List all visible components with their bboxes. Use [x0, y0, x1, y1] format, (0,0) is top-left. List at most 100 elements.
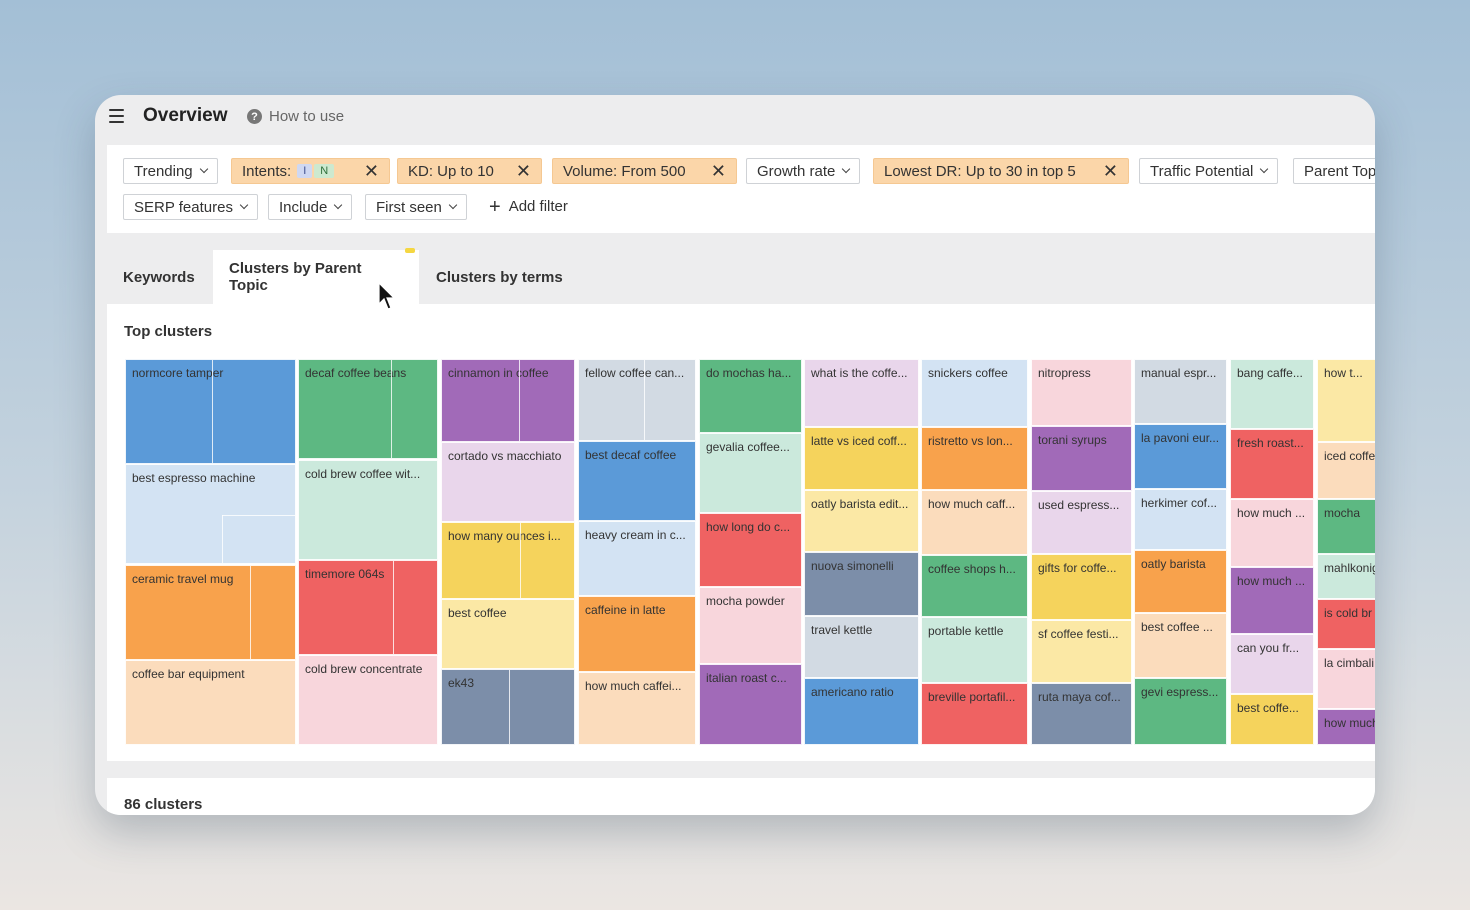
cluster-label: snickers coffee	[928, 366, 1008, 380]
cluster-tile[interactable]: latte vs iced coff...	[804, 427, 919, 490]
cluster-tile[interactable]: gevi espress...	[1134, 678, 1227, 745]
tab-clusters-by-parent-topic[interactable]: Clusters by Parent Topic	[213, 248, 419, 304]
how-to-use-link[interactable]: ? How to use	[247, 108, 344, 125]
cluster-tile[interactable]: normcore tamper	[125, 359, 296, 464]
cluster-tile[interactable]: cold brew concentrate	[298, 655, 438, 745]
parent-topic-filter[interactable]: Parent Top	[1293, 158, 1375, 184]
cluster-tile[interactable]: ristretto vs lon...	[921, 427, 1028, 490]
first-seen-filter[interactable]: First seen	[365, 194, 467, 220]
cluster-tile[interactable]: caffeine in latte	[578, 596, 696, 672]
cluster-tile[interactable]: herkimer cof...	[1134, 489, 1227, 550]
cluster-tile[interactable]: how long do c...	[699, 513, 802, 587]
tab-clusters-by-terms[interactable]: Clusters by terms	[436, 250, 563, 304]
cluster-tile[interactable]: mocha powder	[699, 587, 802, 664]
cluster-tile[interactable]: cortado vs macchiato	[441, 442, 575, 522]
volume-label: Volume: From 500	[563, 162, 686, 180]
add-filter-button[interactable]: + Add filter	[489, 197, 568, 217]
cluster-tile[interactable]: la cimbali	[1317, 649, 1375, 709]
remove-lowest-dr-icon[interactable]: ✕	[1102, 160, 1118, 181]
tile-divider	[519, 360, 520, 441]
cluster-tile[interactable]: how many ounces i...	[441, 522, 575, 599]
cluster-tile[interactable]: oatly barista	[1134, 550, 1227, 613]
cluster-tile[interactable]: fellow coffee can...	[578, 359, 696, 441]
intent-n-badge: N	[314, 164, 335, 178]
cluster-label: travel kettle	[811, 623, 873, 637]
cluster-tile[interactable]: how much	[1317, 709, 1375, 745]
cluster-tile[interactable]: best coffe...	[1230, 694, 1314, 745]
cluster-tile[interactable]: portable kettle	[921, 617, 1028, 683]
cluster-tile[interactable]: travel kettle	[804, 616, 919, 678]
cluster-tile[interactable]: what is the coffe...	[804, 359, 919, 427]
cluster-tile[interactable]: la pavoni eur...	[1134, 424, 1227, 489]
cluster-tile[interactable]: best coffee ...	[1134, 613, 1227, 678]
cluster-tile[interactable]: breville portafil...	[921, 683, 1028, 745]
cluster-tile[interactable]: timemore 064s	[298, 560, 438, 655]
cluster-tile[interactable]: is cold br	[1317, 599, 1375, 649]
menu-icon[interactable]	[109, 109, 124, 123]
cluster-tile[interactable]: fresh roast...	[1230, 429, 1314, 499]
cluster-tile[interactable]: used espress...	[1031, 491, 1132, 554]
cluster-tile[interactable]: italian roast c...	[699, 664, 802, 745]
cluster-tile[interactable]: best decaf coffee	[578, 441, 696, 521]
cluster-tile[interactable]: can you fr...	[1230, 634, 1314, 694]
cluster-tile[interactable]: how much caff...	[921, 490, 1028, 555]
cluster-tile[interactable]: sf coffee festi...	[1031, 620, 1132, 683]
remove-kd-icon[interactable]: ✕	[515, 160, 531, 181]
cluster-tile[interactable]: torani syrups	[1031, 426, 1132, 491]
cluster-tile[interactable]: coffee shops h...	[921, 555, 1028, 617]
cluster-tile[interactable]: ek43	[441, 669, 575, 745]
cluster-tile[interactable]: gevalia coffee...	[699, 433, 802, 513]
include-filter[interactable]: Include	[268, 194, 353, 220]
cluster-tile[interactable]: do mochas ha...	[699, 359, 802, 433]
cluster-label: mahlkonig	[1324, 561, 1375, 575]
lowest-dr-filter[interactable]: Lowest DR: Up to 30 in top 5 ✕	[873, 158, 1129, 184]
cluster-label: nuova simonelli	[811, 559, 894, 573]
cluster-tile[interactable]: gifts for coffe...	[1031, 554, 1132, 620]
serp-features-filter[interactable]: SERP features	[123, 194, 258, 220]
intent-i-badge: I	[297, 164, 313, 178]
cluster-tile[interactable]: americano ratio	[804, 678, 919, 745]
cluster-tile[interactable]: nitropress	[1031, 359, 1132, 426]
cluster-tile[interactable]: snickers coffee	[921, 359, 1028, 427]
cluster-tile[interactable]: best coffee	[441, 599, 575, 669]
kd-filter[interactable]: KD: Up to 10 ✕	[397, 158, 542, 184]
cluster-tile[interactable]: how much ...	[1230, 567, 1314, 634]
cluster-label: fellow coffee can...	[585, 366, 685, 380]
remove-intents-icon[interactable]: ✕	[363, 160, 379, 181]
intents-filter[interactable]: Intents: I N ✕	[231, 158, 390, 184]
cluster-tile[interactable]: cinnamon in coffee	[441, 359, 575, 442]
cluster-tile[interactable]: best espresso machine	[125, 464, 296, 564]
growth-rate-label: Growth rate	[757, 162, 836, 180]
cluster-tile[interactable]: ruta maya cof...	[1031, 683, 1132, 745]
cluster-label: americano ratio	[811, 685, 894, 699]
cluster-tile[interactable]: mocha	[1317, 499, 1375, 554]
cluster-tile[interactable]: nuova simonelli	[804, 552, 919, 616]
cluster-label: cold brew coffee wit...	[305, 467, 421, 481]
cluster-label: best coffee	[448, 606, 507, 620]
cluster-label: la cimbali	[1324, 656, 1375, 670]
cluster-tile[interactable]: iced coffe	[1317, 442, 1375, 499]
cluster-tile[interactable]: cold brew coffee wit...	[298, 460, 438, 560]
cluster-tile[interactable]: how much ...	[1230, 499, 1314, 567]
cluster-tile[interactable]: mahlkonig	[1317, 554, 1375, 599]
trending-filter[interactable]: Trending	[123, 158, 218, 184]
cluster-tile[interactable]: oatly barista edit...	[804, 490, 919, 552]
tab-keywords[interactable]: Keywords	[123, 250, 195, 304]
how-to-use-label: How to use	[269, 108, 345, 125]
cluster-label: gevalia coffee...	[706, 440, 790, 454]
traffic-potential-filter[interactable]: Traffic Potential	[1139, 158, 1279, 184]
cluster-tile[interactable]: how much caffei...	[578, 672, 696, 745]
volume-filter[interactable]: Volume: From 500 ✕	[552, 158, 737, 184]
cluster-tile[interactable]: bang caffe...	[1230, 359, 1314, 429]
cluster-tile[interactable]: ceramic travel mug	[125, 565, 296, 660]
growth-rate-filter[interactable]: Growth rate	[746, 158, 861, 184]
tile-divider	[222, 515, 223, 563]
cluster-tile[interactable]: heavy cream in c...	[578, 521, 696, 596]
cluster-tile[interactable]: decaf coffee beans	[298, 359, 438, 459]
cluster-tile[interactable]: manual espr...	[1134, 359, 1227, 424]
cluster-tile[interactable]: how t...	[1317, 359, 1375, 442]
remove-volume-icon[interactable]: ✕	[710, 160, 726, 181]
tile-divider	[520, 523, 521, 598]
cluster-label: best decaf coffee	[585, 448, 677, 462]
cluster-tile[interactable]: coffee bar equipment	[125, 660, 296, 745]
